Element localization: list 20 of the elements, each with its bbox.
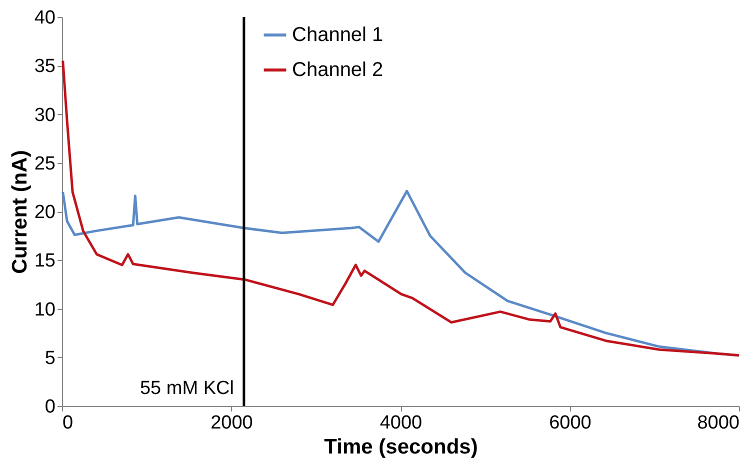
x-axis-title: Time (seconds) xyxy=(324,436,478,458)
legend-label: Channel 2 xyxy=(292,59,384,81)
y-tick-label: 10 xyxy=(34,299,56,320)
x-tick-label: 4000 xyxy=(380,412,422,434)
x-tick-label: 2000 xyxy=(210,412,253,434)
ref-line-label: 55 mM KCl xyxy=(140,378,234,399)
y-tick-label: 30 xyxy=(34,104,56,126)
y-axis-title: Current (nA) xyxy=(8,150,32,274)
y-tick-label: 5 xyxy=(44,348,56,369)
x-tick-label: 6000 xyxy=(549,412,592,434)
y-tick-label: 35 xyxy=(34,56,56,78)
legend-label: Channel 1 xyxy=(292,24,384,46)
y-tick-label: 40 xyxy=(34,8,56,28)
x-tick-label: 8000 xyxy=(697,412,740,434)
y-tick-label: 20 xyxy=(34,202,56,223)
y-tick-label: 25 xyxy=(34,153,56,174)
y-tick-label: 0 xyxy=(44,396,56,418)
y-tick-label: 15 xyxy=(34,250,56,272)
x-tick-label: 0 xyxy=(62,412,74,434)
line-series xyxy=(62,60,740,357)
